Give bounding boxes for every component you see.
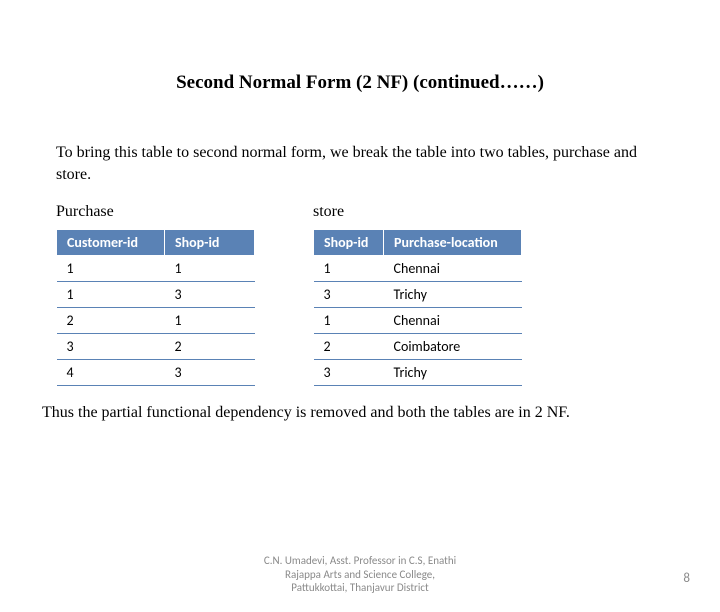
cell: 3 [57,334,165,360]
cell: Trichy [384,282,522,308]
cell: 2 [165,334,255,360]
cell: 2 [314,334,384,360]
table-row: 4 3 [57,360,255,386]
cell: 3 [165,360,255,386]
table-row: 1 Chennai [314,308,522,334]
cell: Chennai [384,256,522,282]
footer-line: Pattukkottai, Thanjavur District [0,581,720,594]
purchase-table: Customer-id Shop-id 1 1 1 3 2 1 3 [56,229,255,386]
page-number: 8 [683,571,690,586]
footer-line: Rajappa Arts and Science College, [0,568,720,581]
cell: 1 [165,308,255,334]
column-header: Purchase-location [384,230,522,256]
cell: 2 [57,308,165,334]
column-header: Customer-id [57,230,165,256]
table-row: 1 Chennai [314,256,522,282]
cell: 3 [165,282,255,308]
table-row: 2 1 [57,308,255,334]
slide-title: Second Normal Form (2 NF) (continued……) [0,72,720,94]
cell: 4 [57,360,165,386]
cell: 3 [314,282,384,308]
cell: 1 [165,256,255,282]
cell: 1 [57,256,165,282]
cell: 1 [314,256,384,282]
intro-text: To bring this table to second normal for… [56,142,664,185]
cell: 1 [314,308,384,334]
table-row: 1 3 [57,282,255,308]
purchase-label: Purchase [56,203,255,221]
table-row: 2 Coimbatore [314,334,522,360]
tables-area: Purchase Customer-id Shop-id 1 1 1 3 2 [56,203,720,386]
store-label: store [313,203,522,221]
conclusion-text: Thus the partial functional dependency i… [42,404,680,422]
table-row: 1 1 [57,256,255,282]
column-header: Shop-id [314,230,384,256]
store-block: store Shop-id Purchase-location 1 Chenna… [313,203,522,386]
footer-credits: C.N. Umadevi, Asst. Professor in C.S, En… [0,554,720,594]
table-row: 3 Trichy [314,360,522,386]
purchase-block: Purchase Customer-id Shop-id 1 1 1 3 2 [56,203,255,386]
cell: Chennai [384,308,522,334]
table-row: 3 Trichy [314,282,522,308]
table-row: 3 2 [57,334,255,360]
column-header: Shop-id [165,230,255,256]
store-table: Shop-id Purchase-location 1 Chennai 3 Tr… [313,229,522,386]
footer-line: C.N. Umadevi, Asst. Professor in C.S, En… [0,554,720,567]
cell: Coimbatore [384,334,522,360]
cell: Trichy [384,360,522,386]
table-header-row: Customer-id Shop-id [57,230,255,256]
cell: 3 [314,360,384,386]
table-header-row: Shop-id Purchase-location [314,230,522,256]
cell: 1 [57,282,165,308]
